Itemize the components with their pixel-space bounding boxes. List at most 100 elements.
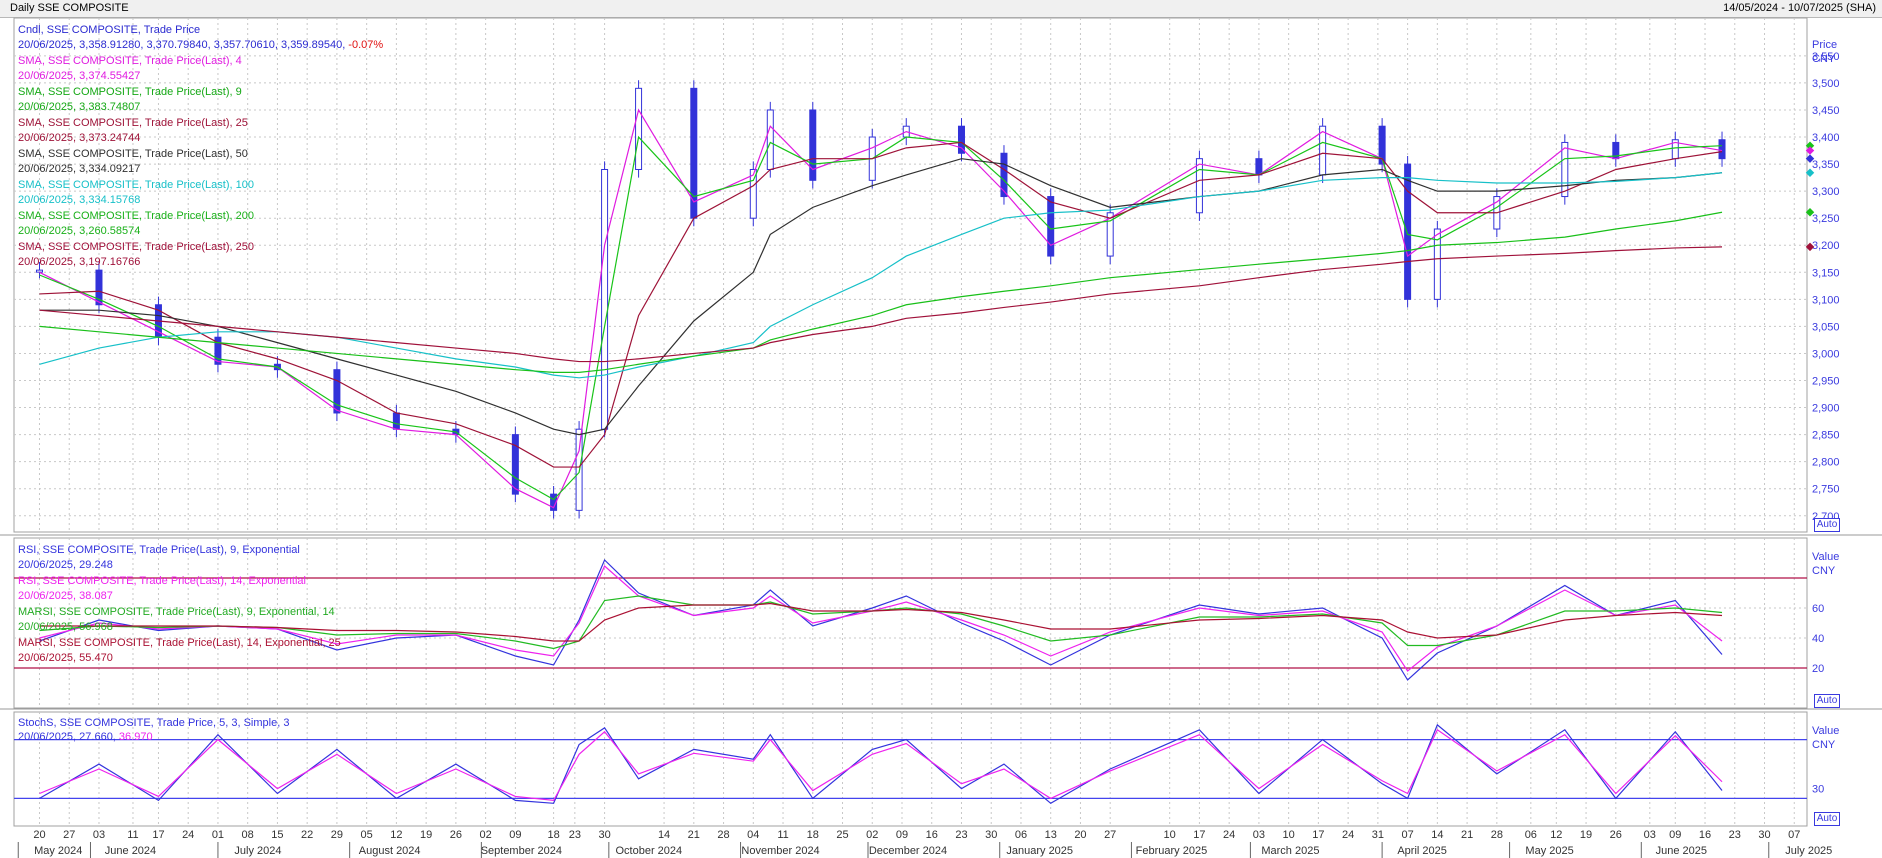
day-tick-label: 06 (1525, 829, 1537, 841)
stoch-axis-label: Value (1812, 725, 1839, 737)
month-tick-label: May 2024 (34, 845, 82, 857)
day-tick-label: 05 (361, 829, 373, 841)
rsi-legend-value: 20/06/2025, 29.248 (18, 559, 113, 571)
day-tick-label: 17 (152, 829, 164, 841)
day-tick-label: 30 (985, 829, 997, 841)
day-tick-label: 24 (182, 829, 194, 841)
day-tick-label: 19 (420, 829, 432, 841)
month-tick-label: October 2024 (616, 845, 683, 857)
rsi-legend-name: MARSI, SSE COMPOSITE, Trade Price(Last),… (18, 606, 335, 618)
day-tick-label: 10 (1283, 829, 1295, 841)
candle-body (1561, 141, 1569, 198)
price-tick-label: 2,800 (1812, 457, 1840, 469)
day-tick-label: 31 (1372, 829, 1384, 841)
month-tick-label: January 2025 (1006, 845, 1073, 857)
day-tick-label: 16 (1699, 829, 1711, 841)
day-tick-label: 10 (1164, 829, 1176, 841)
price-legend-value: 20/06/2025, 3,358.91280, 3,370.79840, 3,… (18, 39, 384, 51)
month-tick-label: May 2025 (1525, 845, 1573, 857)
day-tick-label: 22 (301, 829, 313, 841)
price-legend-value: 20/06/2025, 3,334.15768 (18, 194, 141, 206)
day-tick-label: 11 (127, 829, 138, 841)
month-tick-label: July 2024 (234, 845, 281, 857)
candle-body (601, 168, 609, 430)
pane-frame (13, 537, 1808, 709)
price-legend-name: SMA, SSE COMPOSITE, Trade Price(Last), 2… (18, 241, 254, 253)
day-tick-label: 30 (1758, 829, 1770, 841)
rsi-tick-label: 20 (1812, 663, 1824, 675)
candle-body (1718, 139, 1726, 160)
price-legend-value: 20/06/2025, 3,374.55427 (18, 70, 141, 82)
candle-body (214, 336, 222, 365)
day-tick-label: 24 (1342, 829, 1354, 841)
marsi-14-line (39, 602, 1723, 642)
day-tick-label: 20 (1074, 829, 1086, 841)
price-axis-unit: CNY (1812, 53, 1836, 65)
sma-25-line (39, 141, 1723, 468)
stoch-tick-label: 30 (1812, 784, 1824, 796)
candle-body (957, 125, 965, 154)
day-tick-label: 27 (63, 829, 75, 841)
day-tick-label: 11 (777, 829, 788, 841)
day-tick-label: 09 (896, 829, 908, 841)
month-tick-label: September 2024 (481, 845, 562, 857)
pane-frame (13, 17, 1808, 533)
rsi-axis-unit: CNY (1812, 565, 1836, 577)
candle-body (1106, 212, 1114, 257)
price-legend-name: Cndl, SSE COMPOSITE, Trade Price (18, 24, 201, 36)
date-range: 14/05/2024 - 10/07/2025 (SHA) (1723, 2, 1876, 14)
auto-scale-button[interactable]: Auto (1814, 694, 1840, 708)
price-tick-label: 3,200 (1812, 240, 1840, 252)
rsi-legend-name: MARSI, SSE COMPOSITE, Trade Price(Last),… (18, 637, 341, 649)
day-tick-label: 16 (926, 829, 938, 841)
price-tick-label: 3,550 (1812, 51, 1840, 63)
day-tick-label: 02 (866, 829, 878, 841)
day-tick-label: 07 (1401, 829, 1413, 841)
day-tick-label: 20 (33, 829, 45, 841)
rsi-14-line (39, 565, 1723, 672)
price-tick-label: 3,150 (1812, 267, 1840, 279)
price-tick-label: 3,000 (1812, 348, 1840, 360)
candle-body (95, 269, 103, 306)
candle-body (333, 369, 341, 414)
price-legend-name: SMA, SSE COMPOSITE, Trade Price(Last), 2… (18, 210, 254, 222)
price-tick-label: 2,850 (1812, 430, 1840, 442)
day-tick-label: 19 (1580, 829, 1592, 841)
day-tick-label: 02 (479, 829, 491, 841)
stoch-legend-value: 20/06/2025, 27.660, 36.970 (18, 731, 153, 743)
price-legend-name: SMA, SSE COMPOSITE, Trade Price(Last), 5… (18, 148, 248, 160)
month-tick-label: December 2024 (869, 845, 947, 857)
day-tick-label: 28 (717, 829, 729, 841)
month-tick-label: March 2025 (1261, 845, 1319, 857)
price-legend-value: 20/06/2025, 3,197.16766 (18, 256, 141, 268)
price-tick-label: 2,750 (1812, 484, 1840, 496)
price-axis-label: Price (1812, 39, 1837, 51)
month-tick-label: November 2024 (741, 845, 819, 857)
day-tick-label: 25 (836, 829, 848, 841)
day-tick-label: 17 (1312, 829, 1324, 841)
candle-body (766, 109, 774, 170)
candle-body (1195, 158, 1203, 214)
day-tick-label: 26 (450, 829, 462, 841)
day-tick-label: 03 (1253, 829, 1265, 841)
price-change: -0.07% (345, 39, 384, 51)
auto-scale-button[interactable]: Auto (1814, 812, 1840, 826)
price-tick-label: 2,900 (1812, 403, 1840, 415)
price-tick-label: 2,950 (1812, 376, 1840, 388)
candle-body (1378, 125, 1386, 165)
day-tick-label: 03 (1644, 829, 1656, 841)
rsi-legend-name: RSI, SSE COMPOSITE, Trade Price(Last), 1… (18, 575, 306, 587)
day-tick-label: 23 (955, 829, 967, 841)
sma-250-line (39, 246, 1723, 363)
day-tick-label: 21 (688, 829, 700, 841)
day-tick-label: 13 (1045, 829, 1057, 841)
candle-body (1000, 152, 1008, 198)
candle-body (635, 87, 643, 170)
price-legend-value: 20/06/2025, 3,373.24744 (18, 132, 141, 144)
marsi-9-line (39, 595, 1723, 650)
price-tick-label: 3,100 (1812, 294, 1840, 306)
rsi-axis-label: Value (1812, 551, 1839, 563)
day-tick-label: 15 (271, 829, 283, 841)
auto-scale-button[interactable]: Auto (1814, 518, 1840, 532)
